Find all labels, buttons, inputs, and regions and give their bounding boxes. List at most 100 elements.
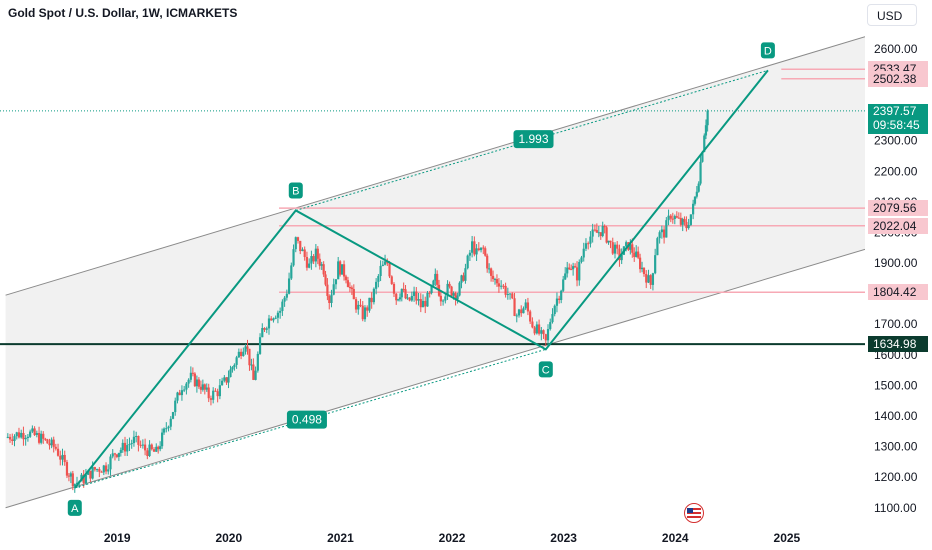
candle-body [248,348,251,366]
candle-body [693,196,697,204]
candle-body [46,439,49,444]
candle-body [562,279,565,291]
x-tick-label: 2022 [439,531,466,545]
ratio-label-bg [513,130,554,149]
candle-body [75,482,79,485]
candle-body [84,474,88,484]
candle-body [176,392,179,401]
candle-body [265,328,268,330]
candle-body [42,433,45,439]
candle-body [61,454,64,460]
candle-body [63,454,66,463]
candle-body [570,269,573,271]
candle-body [6,436,9,438]
candle-body [575,267,579,281]
candle-body [486,255,489,269]
candle-body [17,432,21,438]
x-tick-label: 2023 [550,531,577,545]
candle-body [703,135,706,152]
candle-body [342,264,346,277]
candle-body [526,302,530,312]
candle-body [281,301,284,311]
candle-body [193,373,196,387]
candle-body [159,446,162,450]
candle-body [246,346,249,349]
candle-body [350,287,353,290]
candle-body [303,249,306,257]
level-price-label: 2502.38 [868,70,928,87]
candle-body [102,465,105,473]
candle-body [679,217,682,225]
candle-body [22,432,25,440]
symbol-title[interactable]: Gold Spot / U.S. Dollar, 1W, ICMARKETS [8,6,238,20]
candle-body [67,475,71,477]
candle-body [417,299,420,301]
candle-body [31,428,34,432]
candle-body [654,255,657,274]
candle-body [258,337,262,354]
candle-body [299,240,302,252]
candle-body [65,462,69,476]
candle-body [704,125,708,136]
candle-body [551,314,554,323]
candle-body [82,474,85,484]
candle-body [460,275,463,283]
candle-body [578,261,581,281]
candle-body [252,364,255,380]
candle-body [502,285,505,287]
candle-body [524,302,527,309]
candle-body [359,304,362,306]
us-flag-icon[interactable] [684,503,704,523]
candle-body [560,290,563,300]
candle-body [195,379,198,387]
candle-body [263,328,266,330]
level-price-label: 1804.42 [868,284,928,301]
candle-body [98,469,101,472]
candle-body [326,284,329,296]
candle-body [611,242,614,254]
point-letter: A [71,503,79,515]
candle-body [605,227,608,243]
candle-body [479,247,483,251]
candle-body [398,297,402,300]
candle-body [314,248,317,262]
candle-body [174,400,177,413]
candle-body [439,295,442,302]
x-tick-label: 2024 [662,531,689,545]
candle-body [370,297,373,303]
candle-body [340,264,344,275]
candle-body [603,225,606,228]
candle-body [322,264,325,275]
candle-body [37,432,41,443]
candle-body [404,289,407,299]
currency-selector[interactable]: USD [867,4,917,26]
candle-body [475,248,478,255]
candle-body [637,251,640,258]
candle-body [406,297,409,299]
candle-body [595,230,598,233]
candle-body [91,467,94,479]
candle-body [493,279,497,281]
candle-body [529,311,532,322]
candle-body [146,450,149,457]
candle-body [330,294,333,304]
candle-body [29,431,32,437]
candle-body [635,251,638,257]
candle-body [591,229,594,237]
candle-body [250,364,253,366]
candle-body [337,261,340,280]
candle-body [162,428,166,433]
candle-body [392,283,396,294]
candle-body [132,436,136,444]
candle-body [515,315,518,317]
candle-body [377,276,380,282]
candle-body [141,444,144,446]
candle-body [40,433,43,443]
x-tick-label: 2021 [327,531,354,545]
candle-body [50,439,53,446]
candle-body [183,389,186,391]
candle-body [218,385,221,397]
candle-body [629,244,632,250]
candle-body [123,442,127,452]
